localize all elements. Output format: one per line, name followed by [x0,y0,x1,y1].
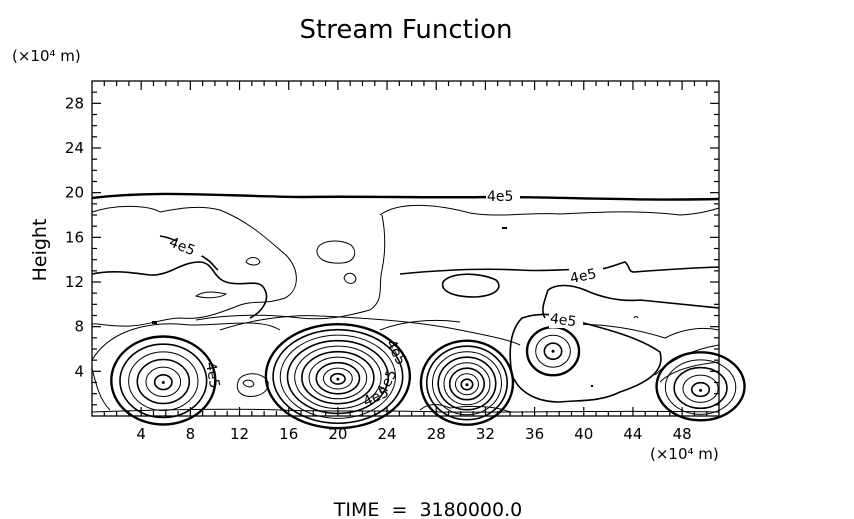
contour-line [91,322,281,361]
vortex-contour [322,367,353,390]
contour-line [399,261,720,275]
vortex-contour [128,351,199,411]
y-axis-ticks: 4 8 12 16 20 24 28 [65,91,719,406]
x-tick-label: 28 [427,425,446,443]
contour-label: 4e5 [569,266,598,287]
x-tick-label: 44 [623,425,642,443]
contour-label: 4e5 [202,361,222,390]
y-tick-label: 16 [65,228,84,246]
contour-line [91,261,268,319]
vortex-contour [119,343,208,419]
contour-line [379,204,720,216]
contour-label: 4e5 [549,311,577,331]
contour-line [194,291,228,299]
y-tick-label: 8 [74,318,84,336]
contour-line [379,319,461,331]
vortex-contour [110,335,217,426]
contour-line [242,379,255,388]
contour-line [195,214,386,321]
vortex-center-point [161,381,165,384]
x-tick-label: 20 [328,425,347,443]
contour-line [659,361,720,383]
x-tick-label: 24 [378,425,397,443]
vortex-rings [110,322,746,430]
vortex-contour [690,381,711,398]
small-marks [152,227,593,387]
contour-line [91,205,297,327]
contour-line [91,367,111,411]
vortex-center-point [336,377,340,381]
vortex-contour [279,334,396,419]
contour-line [343,272,357,284]
chart-title: Stream Function [300,15,513,45]
vortex-contour [272,328,404,425]
vortex-contour [264,322,412,430]
x-axis-unit-label: (×10⁴ m) [650,445,719,463]
x-tick-label: 12 [230,425,249,443]
y-tick-label: 4 [74,362,84,380]
time-label: TIME = 3180000.0 [333,499,522,519]
x-tick-label: 48 [673,425,692,443]
y-tick-label: 24 [65,139,84,157]
contour-line [219,315,521,346]
contour-line [316,240,356,264]
contour-labels: 4e5 4e5 4e5 4e5 4e5 4e5 4e5 4e5 [167,188,603,410]
vortex-contour [308,356,368,400]
vortex-contour [419,339,515,426]
contour-label: 4e5 [382,337,409,368]
y-axis-title: Height [29,219,51,282]
vortex-contour [425,345,509,421]
contour-line [91,192,720,201]
vortex-contour [153,374,173,391]
vortex-contour [437,356,497,411]
contour-line [542,289,549,319]
vortex-contour [431,351,502,416]
contour-line [633,316,639,319]
vortex-contour [664,359,737,415]
contour-line [441,273,500,298]
contour-line [509,313,662,403]
contour-line [547,284,720,309]
x-tick-label: 8 [186,425,196,443]
contour-label: 4e5 [487,189,513,205]
vortex-center-point [551,349,555,353]
contour-line [236,373,269,397]
x-tick-label: 16 [279,425,298,443]
y-tick-label: 20 [65,184,84,202]
vortex-contour [315,361,361,395]
vortex-contour [460,378,474,391]
x-axis-ticks: 4 8 12 16 20 24 28 32 36 40 44 48 [103,81,708,443]
vortex-contour [136,358,191,405]
y-tick-label: 12 [65,273,84,291]
contour-lines [91,192,720,413]
vortex-contour [655,351,746,422]
vortex-center-point [699,388,703,392]
vortex-contour [454,373,479,396]
y-axis-unit-label: (×10⁴ m) [12,47,81,65]
vortex-contour [329,372,346,385]
x-tick-label: 32 [476,425,495,443]
vortex-contour [673,366,728,410]
vortex-center-point [465,383,469,387]
x-tick-label: 36 [525,425,544,443]
vortex-contour [145,366,182,398]
vortex-contour [682,374,719,403]
y-tick-label: 28 [65,94,84,112]
vortex-contour [448,367,486,401]
vortex-contour [535,334,571,368]
vortex-contour [543,342,563,361]
vortex-contour [301,350,375,405]
vortex-contour [443,362,491,406]
x-tick-label: 40 [574,425,593,443]
contour-line [159,235,219,271]
contour-line [567,323,720,339]
x-tick-label: 4 [136,425,146,443]
contour-line [245,257,261,266]
